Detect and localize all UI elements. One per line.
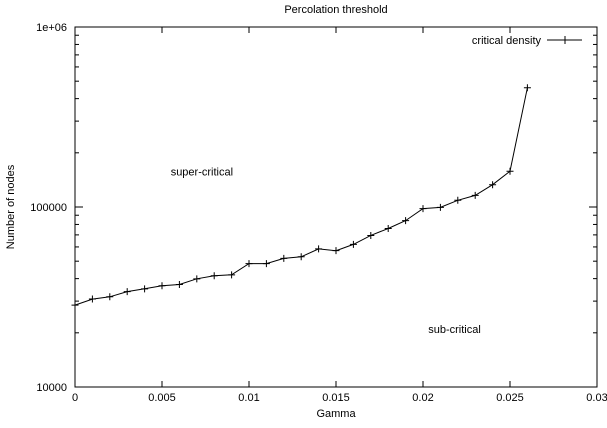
x-tick-label: 0.025 [496, 392, 524, 404]
data-point [210, 272, 218, 280]
region-annotation: super-critical [171, 166, 233, 178]
data-point [349, 240, 357, 248]
y-tick-label: 1e+06 [36, 22, 67, 34]
x-tick-label: 0.015 [322, 392, 350, 404]
data-point [367, 231, 375, 239]
data-point [123, 288, 131, 296]
data-point [297, 253, 305, 261]
data-point [262, 260, 270, 268]
data-point [228, 271, 236, 279]
x-tick-label: 0.005 [148, 392, 176, 404]
legend-marker [561, 36, 569, 44]
region-annotation: sub-critical [428, 324, 481, 336]
data-point [454, 196, 462, 204]
x-axis-label: Gamma [316, 408, 356, 420]
y-tick-label: 100000 [30, 202, 67, 214]
data-point [158, 282, 166, 290]
data-point [419, 205, 427, 213]
data-point [175, 281, 183, 289]
series-layer [71, 84, 531, 309]
data-point [332, 247, 340, 255]
tick-labels: 0 0.005 0.01 0.015 0.02 0.025 0.03 10000 100000 1… [30, 22, 607, 404]
data-point [315, 245, 323, 253]
axis-ticks [74, 26, 598, 388]
x-tick-label: 0.03 [586, 392, 607, 404]
data-point [471, 191, 479, 199]
data-point [193, 275, 201, 283]
data-point [402, 217, 410, 225]
y-tick-label: 10000 [36, 382, 67, 394]
data-point [436, 203, 444, 211]
x-tick-label: 0.01 [238, 392, 259, 404]
data-point [523, 84, 531, 92]
data-point [88, 295, 96, 303]
legend-label: critical density [472, 35, 542, 47]
data-point [106, 293, 114, 301]
data-point [280, 254, 288, 262]
legend: critical density [472, 35, 582, 47]
x-tick-label: 0.02 [412, 392, 433, 404]
data-point [245, 260, 253, 268]
x-tick-label: 0 [72, 392, 78, 404]
chart-title: Percolation threshold [284, 4, 387, 16]
y-axis-label: Number of nodes [5, 164, 17, 249]
data-point [489, 181, 497, 189]
data-point [141, 285, 149, 293]
plot-frame [74, 26, 598, 388]
data-point [384, 224, 392, 232]
data-point [71, 301, 79, 309]
data-point [506, 167, 514, 175]
annotation-layer: super-critical sub-critical [171, 166, 481, 336]
series-line [74, 87, 528, 306]
